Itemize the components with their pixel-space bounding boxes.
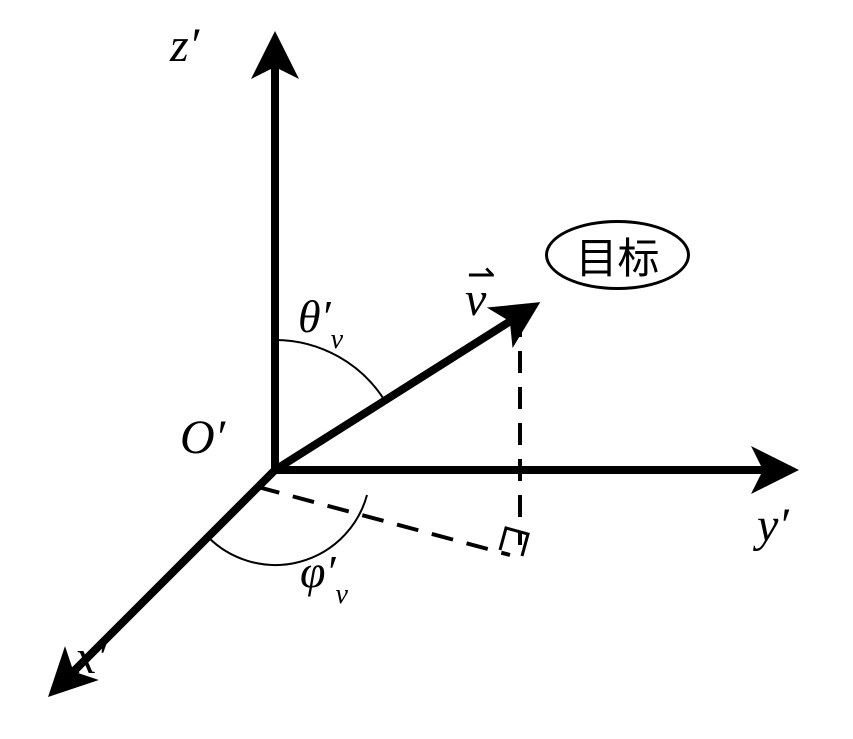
theta-label: θ′v: [298, 290, 343, 350]
phi-label: φ′v: [300, 545, 348, 605]
z-axis-label: z′: [170, 18, 199, 73]
y-axis-label: y′: [757, 498, 789, 553]
target-ellipse: 目标: [545, 220, 690, 290]
origin-label: O′: [180, 410, 225, 465]
x-axis-label: x′: [75, 630, 107, 685]
target-text: 目标: [575, 225, 659, 286]
dashed-projection-xy: [258, 487, 510, 555]
v-vector-label: ⇀ v⃗ v: [465, 272, 524, 327]
coordinate-diagram: [0, 0, 853, 739]
